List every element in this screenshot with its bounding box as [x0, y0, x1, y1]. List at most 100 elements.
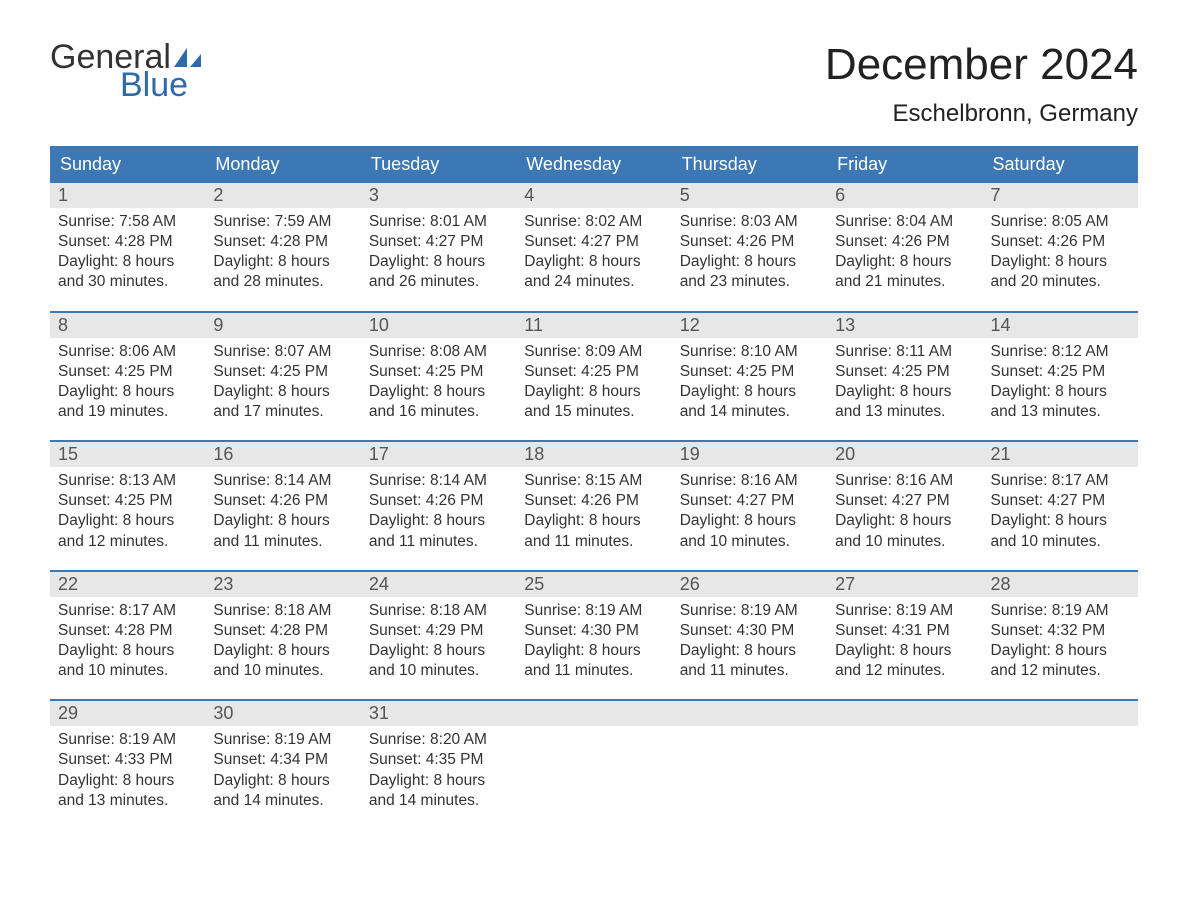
day-number — [672, 701, 827, 726]
day-body: Sunrise: 8:14 AMSunset: 4:26 PMDaylight:… — [205, 467, 360, 564]
day-cell: 28Sunrise: 8:19 AMSunset: 4:32 PMDayligh… — [983, 572, 1138, 694]
day-body: Sunrise: 8:19 AMSunset: 4:32 PMDaylight:… — [983, 597, 1138, 694]
day-number: 21 — [983, 442, 1138, 467]
daylight-line-2: and 10 minutes. — [835, 532, 974, 552]
day-number: 16 — [205, 442, 360, 467]
day-number: 11 — [516, 313, 671, 338]
daylight-line-1: Daylight: 8 hours — [58, 771, 197, 791]
sunrise-line: Sunrise: 8:17 AM — [58, 601, 197, 621]
sunset-line: Sunset: 4:26 PM — [524, 491, 663, 511]
sunset-line: Sunset: 4:30 PM — [680, 621, 819, 641]
sunset-line: Sunset: 4:34 PM — [213, 750, 352, 770]
sunrise-line: Sunrise: 8:19 AM — [991, 601, 1130, 621]
daylight-line-2: and 14 minutes. — [680, 402, 819, 422]
day-cell: 4Sunrise: 8:02 AMSunset: 4:27 PMDaylight… — [516, 183, 671, 305]
daylight-line-1: Daylight: 8 hours — [369, 382, 508, 402]
day-cell: 16Sunrise: 8:14 AMSunset: 4:26 PMDayligh… — [205, 442, 360, 564]
sunset-line: Sunset: 4:25 PM — [524, 362, 663, 382]
day-body: Sunrise: 8:01 AMSunset: 4:27 PMDaylight:… — [361, 208, 516, 305]
daylight-line-2: and 26 minutes. — [369, 272, 508, 292]
sunrise-line: Sunrise: 8:19 AM — [58, 730, 197, 750]
day-cell: 6Sunrise: 8:04 AMSunset: 4:26 PMDaylight… — [827, 183, 982, 305]
daylight-line-2: and 15 minutes. — [524, 402, 663, 422]
daylight-line-1: Daylight: 8 hours — [680, 252, 819, 272]
day-body: Sunrise: 8:13 AMSunset: 4:25 PMDaylight:… — [50, 467, 205, 564]
daylight-line-2: and 13 minutes. — [991, 402, 1130, 422]
day-cell: 17Sunrise: 8:14 AMSunset: 4:26 PMDayligh… — [361, 442, 516, 564]
daylight-line-2: and 10 minutes. — [58, 661, 197, 681]
brand-word-2: Blue — [120, 68, 203, 102]
day-cell — [516, 701, 671, 823]
day-number: 22 — [50, 572, 205, 597]
sunset-line: Sunset: 4:26 PM — [680, 232, 819, 252]
day-cell: 30Sunrise: 8:19 AMSunset: 4:34 PMDayligh… — [205, 701, 360, 823]
sunrise-line: Sunrise: 8:06 AM — [58, 342, 197, 362]
sunset-line: Sunset: 4:32 PM — [991, 621, 1130, 641]
day-number: 31 — [361, 701, 516, 726]
day-body: Sunrise: 8:16 AMSunset: 4:27 PMDaylight:… — [827, 467, 982, 564]
sunset-line: Sunset: 4:27 PM — [524, 232, 663, 252]
sunrise-line: Sunrise: 8:18 AM — [369, 601, 508, 621]
sunset-line: Sunset: 4:30 PM — [524, 621, 663, 641]
daylight-line-2: and 14 minutes. — [213, 791, 352, 811]
day-cell: 12Sunrise: 8:10 AMSunset: 4:25 PMDayligh… — [672, 313, 827, 435]
sunset-line: Sunset: 4:35 PM — [369, 750, 508, 770]
sunrise-line: Sunrise: 8:17 AM — [991, 471, 1130, 491]
day-number: 5 — [672, 183, 827, 208]
day-number: 26 — [672, 572, 827, 597]
sunset-line: Sunset: 4:26 PM — [369, 491, 508, 511]
day-body: Sunrise: 8:14 AMSunset: 4:26 PMDaylight:… — [361, 467, 516, 564]
sunrise-line: Sunrise: 8:03 AM — [680, 212, 819, 232]
sunset-line: Sunset: 4:25 PM — [213, 362, 352, 382]
sunrise-line: Sunrise: 8:02 AM — [524, 212, 663, 232]
sunrise-line: Sunrise: 7:58 AM — [58, 212, 197, 232]
day-body: Sunrise: 8:05 AMSunset: 4:26 PMDaylight:… — [983, 208, 1138, 305]
day-cell: 18Sunrise: 8:15 AMSunset: 4:26 PMDayligh… — [516, 442, 671, 564]
sunrise-line: Sunrise: 8:16 AM — [680, 471, 819, 491]
day-cell: 9Sunrise: 8:07 AMSunset: 4:25 PMDaylight… — [205, 313, 360, 435]
daylight-line-1: Daylight: 8 hours — [213, 511, 352, 531]
day-body: Sunrise: 8:19 AMSunset: 4:30 PMDaylight:… — [672, 597, 827, 694]
day-body: Sunrise: 8:06 AMSunset: 4:25 PMDaylight:… — [50, 338, 205, 435]
sunrise-line: Sunrise: 8:09 AM — [524, 342, 663, 362]
day-number: 9 — [205, 313, 360, 338]
day-number: 29 — [50, 701, 205, 726]
daylight-line-2: and 30 minutes. — [58, 272, 197, 292]
daylight-line-2: and 12 minutes. — [991, 661, 1130, 681]
sunset-line: Sunset: 4:29 PM — [369, 621, 508, 641]
day-body — [827, 726, 982, 742]
day-cell: 22Sunrise: 8:17 AMSunset: 4:28 PMDayligh… — [50, 572, 205, 694]
day-body: Sunrise: 8:18 AMSunset: 4:29 PMDaylight:… — [361, 597, 516, 694]
week-row: 1Sunrise: 7:58 AMSunset: 4:28 PMDaylight… — [50, 183, 1138, 305]
day-cell: 15Sunrise: 8:13 AMSunset: 4:25 PMDayligh… — [50, 442, 205, 564]
day-number: 6 — [827, 183, 982, 208]
brand-logo: General Blue — [50, 40, 203, 102]
daylight-line-2: and 10 minutes. — [369, 661, 508, 681]
day-cell: 25Sunrise: 8:19 AMSunset: 4:30 PMDayligh… — [516, 572, 671, 694]
day-number: 19 — [672, 442, 827, 467]
weekday-header-row: SundayMondayTuesdayWednesdayThursdayFrid… — [50, 146, 1138, 183]
day-number: 23 — [205, 572, 360, 597]
daylight-line-1: Daylight: 8 hours — [524, 511, 663, 531]
sunset-line: Sunset: 4:26 PM — [213, 491, 352, 511]
day-body: Sunrise: 8:19 AMSunset: 4:33 PMDaylight:… — [50, 726, 205, 823]
sunrise-line: Sunrise: 8:19 AM — [213, 730, 352, 750]
daylight-line-1: Daylight: 8 hours — [680, 511, 819, 531]
sunset-line: Sunset: 4:31 PM — [835, 621, 974, 641]
day-number: 18 — [516, 442, 671, 467]
day-number: 2 — [205, 183, 360, 208]
sunset-line: Sunset: 4:25 PM — [680, 362, 819, 382]
sunset-line: Sunset: 4:28 PM — [58, 621, 197, 641]
daylight-line-2: and 11 minutes. — [524, 532, 663, 552]
daylight-line-2: and 11 minutes. — [680, 661, 819, 681]
weekday-header: Friday — [827, 146, 982, 183]
day-body: Sunrise: 8:04 AMSunset: 4:26 PMDaylight:… — [827, 208, 982, 305]
day-body: Sunrise: 8:03 AMSunset: 4:26 PMDaylight:… — [672, 208, 827, 305]
sunrise-line: Sunrise: 8:13 AM — [58, 471, 197, 491]
sunset-line: Sunset: 4:28 PM — [58, 232, 197, 252]
week-row: 22Sunrise: 8:17 AMSunset: 4:28 PMDayligh… — [50, 570, 1138, 694]
day-cell: 29Sunrise: 8:19 AMSunset: 4:33 PMDayligh… — [50, 701, 205, 823]
sunrise-line: Sunrise: 8:08 AM — [369, 342, 508, 362]
sunrise-line: Sunrise: 8:11 AM — [835, 342, 974, 362]
day-cell: 13Sunrise: 8:11 AMSunset: 4:25 PMDayligh… — [827, 313, 982, 435]
